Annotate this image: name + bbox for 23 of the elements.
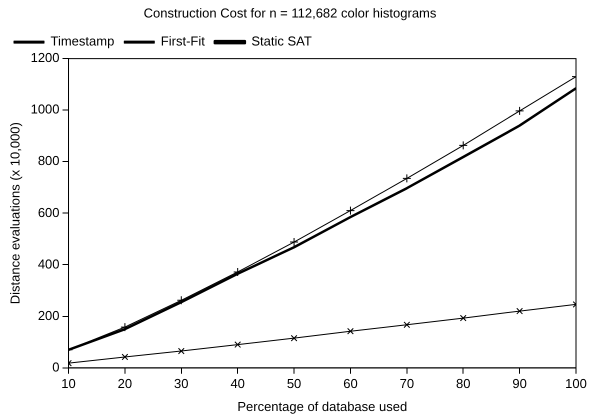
- x-tick-label: 80: [456, 376, 470, 392]
- x-tick-label: 10: [61, 376, 76, 392]
- x-tick-label: 40: [230, 376, 245, 392]
- x-axis-title: Percentage of database used: [237, 398, 408, 414]
- x-tick-label: 100: [565, 376, 587, 392]
- x-tick-label: 90: [512, 376, 527, 392]
- y-tick-label: 400: [38, 256, 60, 272]
- legend-label: First-Fit: [160, 34, 206, 49]
- y-tick-label: 600: [38, 204, 60, 220]
- y-axis-title: Distance evaluations (x 10,000): [7, 122, 22, 304]
- y-tick-label: 0: [52, 359, 60, 374]
- x-tick-label: 70: [400, 376, 414, 392]
- legend-label: Static SAT: [251, 34, 312, 49]
- y-tick-label: 1000: [30, 102, 60, 117]
- y-tick-label: 1200: [30, 50, 60, 66]
- x-tick-label: 20: [118, 376, 132, 392]
- legend-label: Timestamp: [50, 34, 114, 49]
- x-tick-label: 30: [174, 376, 189, 392]
- chart-title: Construction Cost for n = 112,682 color histograms: [144, 5, 437, 20]
- x-tick-label: 60: [343, 376, 358, 392]
- x-tick-label: 50: [286, 376, 302, 392]
- y-tick-label: 800: [38, 153, 60, 168]
- y-tick-label: 200: [38, 308, 60, 323]
